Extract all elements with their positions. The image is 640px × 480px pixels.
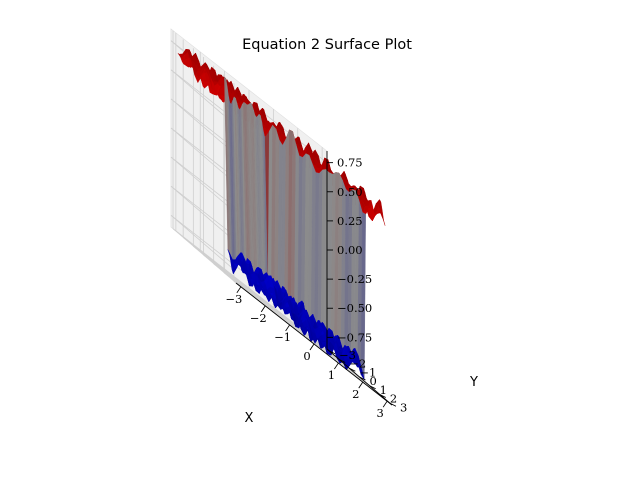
y-axis-label: Y xyxy=(469,375,478,390)
surface xyxy=(177,49,386,380)
x-tick-label: −1 xyxy=(274,330,291,344)
x-tick-label: 2 xyxy=(352,387,359,401)
z-tick-label: 0.50 xyxy=(337,185,363,199)
grid-line xyxy=(170,98,237,156)
z-tick-label: −0.75 xyxy=(337,330,372,344)
grid-line xyxy=(223,272,381,395)
x-axis-label: X xyxy=(245,411,254,426)
y-tick-mark xyxy=(328,350,336,355)
x-tick-mark xyxy=(260,305,266,313)
surface-patch xyxy=(320,321,326,331)
y-tick-mark xyxy=(349,367,356,372)
x-tick-label: −2 xyxy=(250,311,267,325)
y-tick-label: −2 xyxy=(349,357,366,371)
x-tick-mark xyxy=(382,400,388,408)
axes: −3−2−10123−3−2−10123−0.75−0.50−0.250.000… xyxy=(225,151,407,420)
z-tick-label: −0.50 xyxy=(337,301,372,315)
z-tick-label: 0.00 xyxy=(337,243,363,257)
y-tick-mark xyxy=(379,394,387,398)
grid-line xyxy=(170,127,237,185)
y-tick-label: 3 xyxy=(400,400,407,414)
x-tick-mark xyxy=(358,381,364,389)
y-tick-mark xyxy=(338,359,346,363)
y-tick-mark xyxy=(389,402,397,407)
grid-line xyxy=(203,254,360,378)
z-tick-label: 0.25 xyxy=(337,214,363,228)
grid-line xyxy=(213,263,370,387)
x-tick-mark xyxy=(309,343,315,351)
grid-line xyxy=(170,185,237,243)
x-tick-label: 1 xyxy=(328,368,335,382)
chart-title: Equation 2 Surface Plot xyxy=(242,37,412,53)
y-tick-mark xyxy=(369,385,376,390)
y-tick-label: −3 xyxy=(339,348,356,362)
x-tick-mark xyxy=(236,286,242,294)
grid-line xyxy=(170,156,237,214)
z-tick-label: 0.75 xyxy=(337,156,363,170)
x-tick-mark xyxy=(285,324,290,332)
grid-line xyxy=(170,215,237,272)
y-tick-label: 2 xyxy=(390,392,397,406)
x-tick-label: 0 xyxy=(303,349,310,363)
x-tick-label: 3 xyxy=(376,406,383,420)
y-tick-mark xyxy=(359,376,366,381)
x-tick-mark xyxy=(334,362,339,370)
y-tick-label: 0 xyxy=(370,374,377,388)
z-tick-label: −0.25 xyxy=(337,272,372,286)
grid-line xyxy=(193,245,350,369)
y-tick-label: 1 xyxy=(380,383,387,397)
y-tick-label: −1 xyxy=(359,365,376,379)
x-tick-label: −3 xyxy=(225,292,242,306)
